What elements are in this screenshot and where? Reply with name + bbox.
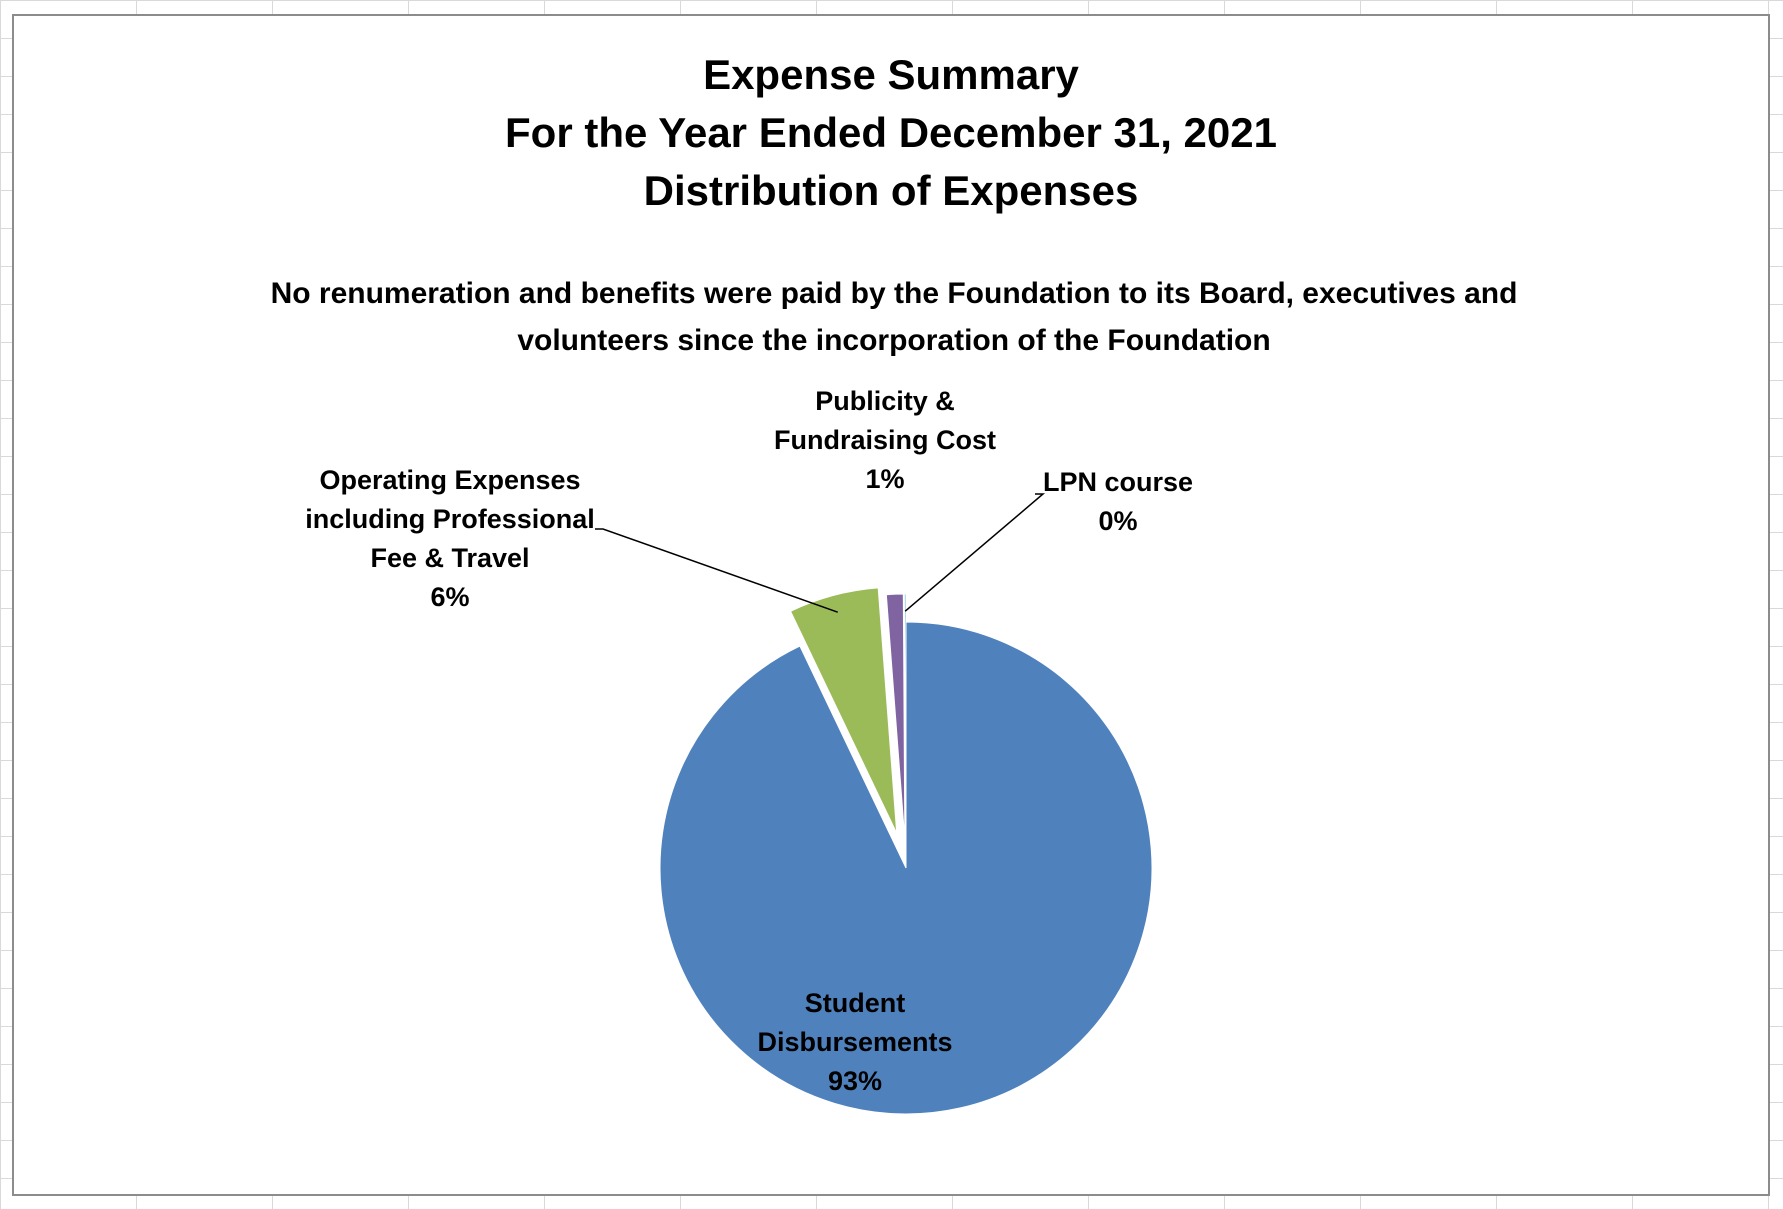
label-operating-line-3: Fee & Travel <box>370 543 530 573</box>
title-line-1: Expense Summary <box>703 51 1079 98</box>
label-lpn-course: LPN course 0% <box>1043 463 1193 541</box>
title-line-2: For the Year Ended December 31, 2021 <box>505 109 1277 156</box>
pie-slice-operating-expenses[interactable] <box>789 587 898 834</box>
label-student-line-1: Student <box>804 988 906 1018</box>
label-publicity-line-1: Publicity & <box>815 386 955 416</box>
leader-line-lpn-course <box>904 493 1046 612</box>
subtitle-line-2: volunteers since the incorporation of th… <box>517 324 1271 357</box>
title-line-3: Distribution of Expenses <box>643 167 1139 214</box>
chart-subtitle: No renumeration and benefits were paid b… <box>164 270 1624 364</box>
subtitle-line-1: No renumeration and benefits were paid b… <box>270 277 1518 310</box>
label-operating-line-2: including Professional <box>305 504 595 534</box>
label-lpn-percent: 0% <box>1098 506 1138 536</box>
pie-slice-publicity-fundraising[interactable] <box>885 593 906 841</box>
chart-title: Expense Summary For the Year Ended Decem… <box>14 46 1768 220</box>
pie-slice-student-disbursements[interactable] <box>659 621 1153 1115</box>
label-operating-percent: 6% <box>430 582 470 612</box>
label-publicity-line-2: Fundraising Cost <box>774 425 996 455</box>
label-student-line-2: Disbursements <box>757 1027 953 1057</box>
label-student-disbursements: Student Disbursements 93% <box>757 984 952 1101</box>
label-publicity-percent: 1% <box>865 464 905 494</box>
label-operating-expenses: Operating Expenses including Professiona… <box>305 461 595 617</box>
leader-line-operating-expenses <box>595 528 838 613</box>
label-operating-line-1: Operating Expenses <box>319 465 581 495</box>
label-lpn-line-1: LPN course <box>1042 467 1194 497</box>
pie-slice-lpn-course[interactable] <box>903 593 907 841</box>
label-publicity-fundraising: Publicity & Fundraising Cost 1% <box>774 382 996 499</box>
label-student-percent: 93% <box>827 1066 883 1096</box>
